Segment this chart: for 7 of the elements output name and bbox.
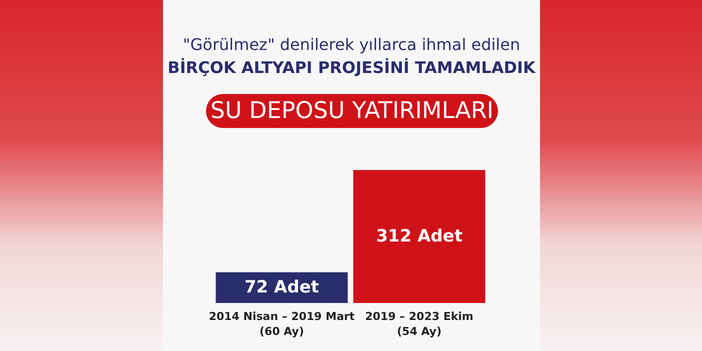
chart-subtitle: BİRÇOK ALTYAPI PROJESİNİ TAMAMLADIK <box>166 58 537 77</box>
x-tick-label: 2014 Nisan – 2019 Mart (60 Ay) <box>208 310 355 338</box>
chart-title: "Görülmez" denilerek yıllarca ihmal edilen <box>182 35 522 54</box>
data-label: 72 Adet <box>244 278 320 298</box>
text: SU DEPOSU YATIRIMLARI <box>206 94 498 128</box>
data-label: 312 Adet <box>376 226 462 246</box>
x-tick-label: 2019 – 2023 Ekim (54 Ay) <box>365 310 474 338</box>
